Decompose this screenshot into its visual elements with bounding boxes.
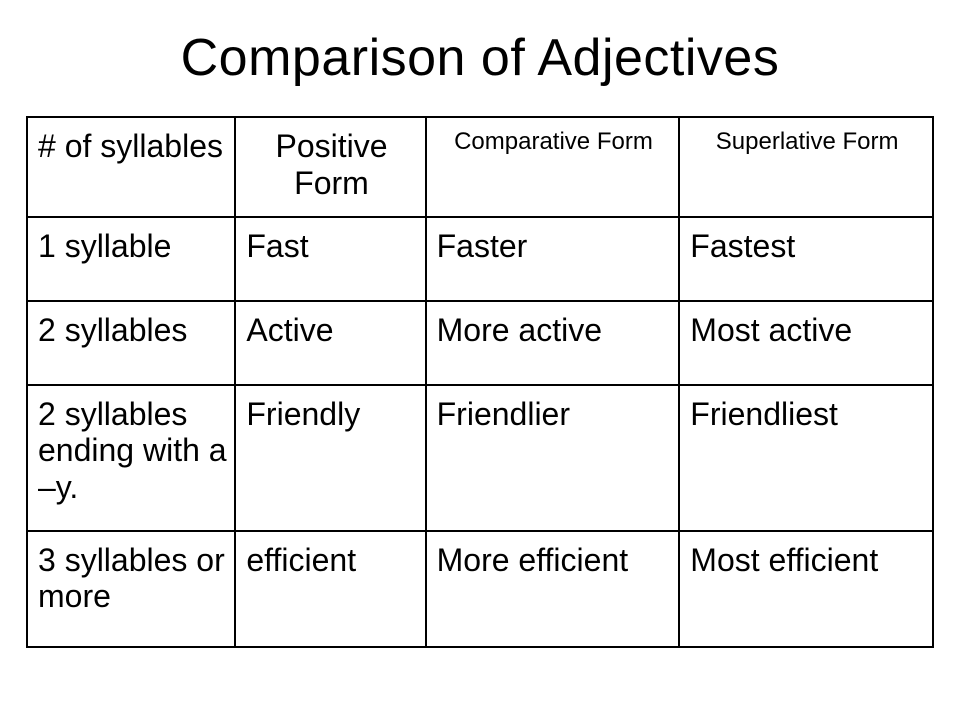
cell-syllables: 1 syllable [27,217,235,301]
cell-positive: efficient [235,531,425,647]
cell-positive: Friendly [235,385,425,531]
table-header-row: # of syllables Positive Form Comparative… [27,117,933,217]
cell-positive: Fast [235,217,425,301]
table-row: 2 syllables Active More active Most acti… [27,301,933,385]
col-header-syllables: # of syllables [27,117,235,217]
cell-comparative: More efficient [426,531,680,647]
col-header-superlative: Superlative Form [679,117,933,217]
col-header-comparative: Comparative Form [426,117,680,217]
cell-syllables: 2 syllables [27,301,235,385]
cell-comparative: Faster [426,217,680,301]
cell-superlative: Most efficient [679,531,933,647]
cell-superlative: Fastest [679,217,933,301]
table-row: 2 syllables ending with a –y. Friendly F… [27,385,933,531]
table-row: 1 syllable Fast Faster Fastest [27,217,933,301]
cell-comparative: Friendlier [426,385,680,531]
cell-positive: Active [235,301,425,385]
table-row: 3 syllables or more efficient More effic… [27,531,933,647]
slide: Comparison of Adjectives # of syllables … [0,0,960,720]
cell-syllables: 2 syllables ending with a –y. [27,385,235,531]
cell-superlative: Friendliest [679,385,933,531]
adjectives-table: # of syllables Positive Form Comparative… [26,116,934,648]
cell-comparative: More active [426,301,680,385]
cell-syllables: 3 syllables or more [27,531,235,647]
col-header-positive: Positive Form [235,117,425,217]
cell-superlative: Most active [679,301,933,385]
page-title: Comparison of Adjectives [26,28,934,88]
